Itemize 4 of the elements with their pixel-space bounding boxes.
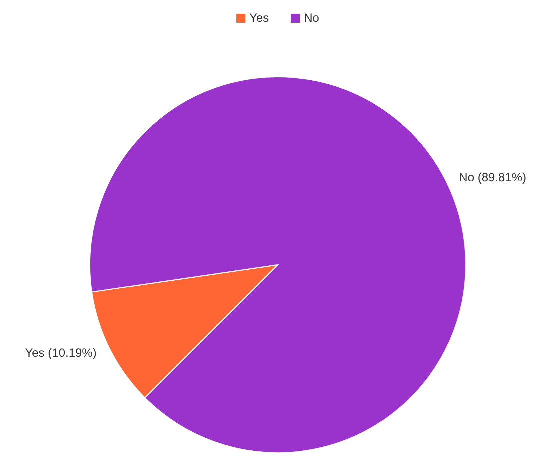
data-label: No (89.81%) [459, 170, 527, 184]
legend-label: No [304, 11, 320, 25]
data-label: Yes (10.19%) [25, 346, 97, 360]
legend-label: Yes [250, 11, 270, 25]
